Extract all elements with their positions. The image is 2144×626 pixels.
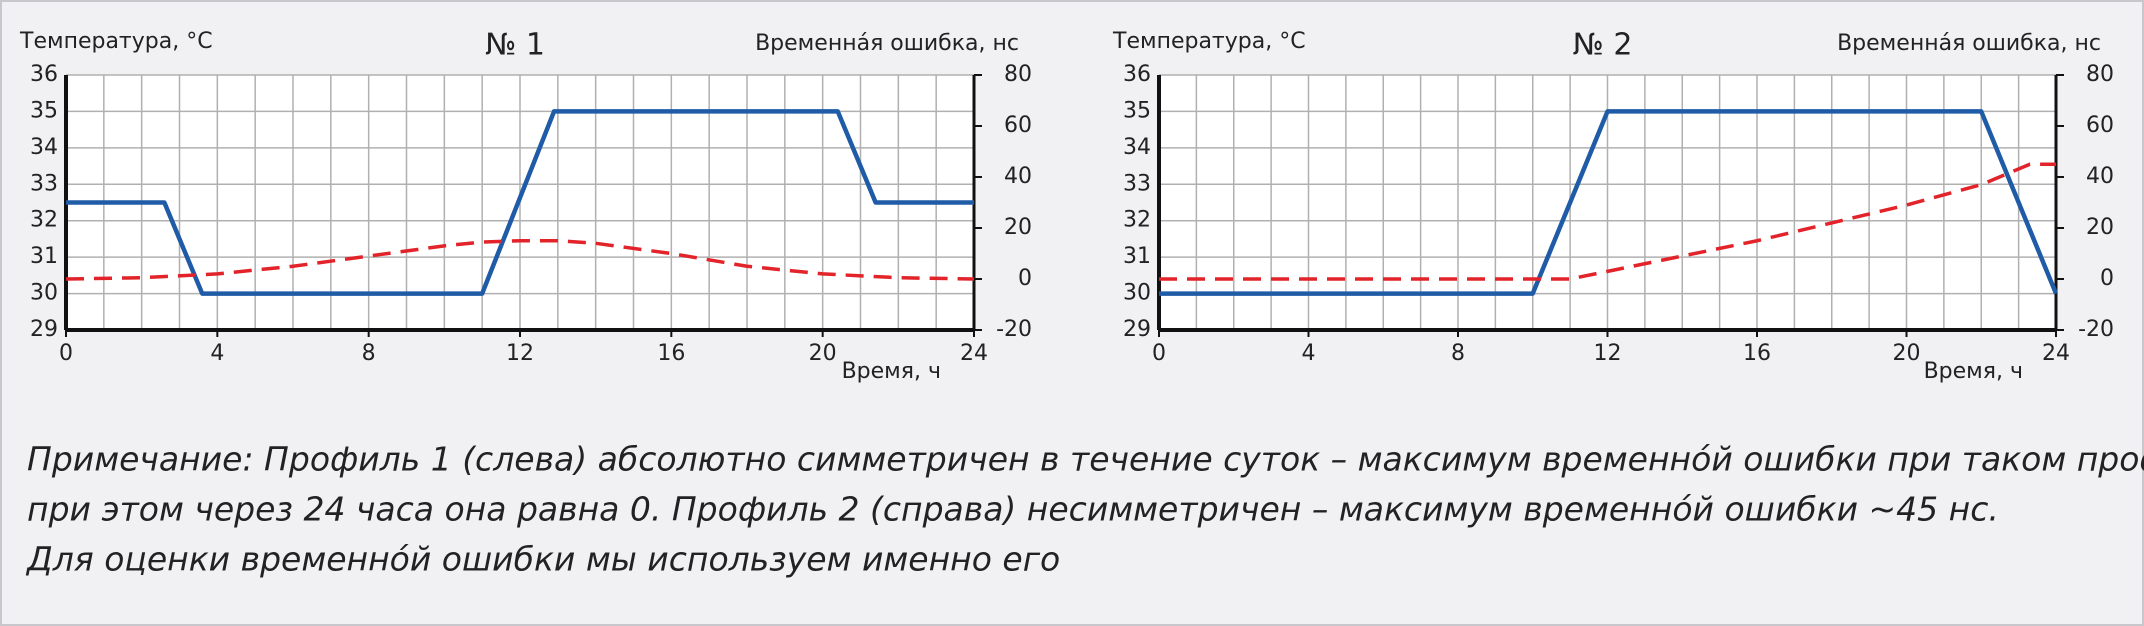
y-axis-label: Температура, °C (1112, 29, 1306, 54)
x-tick-label: 4 (1302, 341, 1316, 366)
y2-tick-label: 80 (2086, 62, 2114, 87)
y-tick-label: 31 (30, 244, 58, 269)
data-line (1159, 162, 2056, 281)
x-tick-label: 24 (960, 341, 988, 366)
x-tick-label: 16 (1743, 341, 1771, 366)
y-tick-label: 29 (30, 317, 58, 342)
x-tick-label: 12 (1594, 341, 1622, 366)
y2-tick-label: 60 (2086, 113, 2114, 138)
y-tick-label: 35 (1123, 98, 1151, 123)
y2-tick-label: 20 (1004, 215, 1032, 240)
x-tick-label: 20 (1893, 341, 1921, 366)
y2-tick-label: 0 (1018, 266, 1032, 291)
chart-title: № 2 (1573, 28, 1633, 63)
x-axis-label: Время, ч (842, 359, 941, 384)
y2-tick-label: 20 (2086, 215, 2114, 240)
x-tick-label: 8 (362, 341, 376, 366)
x-axis-label: Время, ч (1924, 359, 2023, 384)
y2-tick-label: 0 (2100, 266, 2114, 291)
y2-axis-label: Временна́я ошибка, нс (755, 31, 1019, 56)
y-tick-label: 36 (30, 62, 58, 87)
y-tick-label: 32 (1123, 208, 1151, 233)
y2-tick-label: -20 (996, 317, 1032, 342)
y-tick-label: 32 (30, 208, 58, 233)
y-tick-label: 30 (30, 281, 58, 306)
x-tick-label: 12 (506, 341, 534, 366)
note-line: Примечание: Профиль 1 (слева) абсолютно … (27, 440, 2144, 479)
note-line: Для оценки временно́й ошибки мы использу… (25, 540, 1060, 579)
y-tick-label: 34 (30, 135, 58, 160)
x-tick-label: 16 (657, 341, 685, 366)
y2-tick-label: 60 (1004, 113, 1032, 138)
data-line (65, 239, 975, 281)
chart-title: № 1 (485, 28, 545, 63)
data-line (1159, 109, 2059, 296)
y-tick-label: 31 (1123, 244, 1151, 269)
y2-tick-label: 40 (1004, 164, 1032, 189)
y-tick-label: 33 (30, 171, 58, 196)
x-tick-label: 0 (1152, 341, 1166, 366)
x-tick-label: 24 (2042, 341, 2070, 366)
x-tick-label: 4 (210, 341, 224, 366)
x-tick-label: 0 (59, 341, 73, 366)
y-tick-label: 33 (1123, 171, 1151, 196)
x-tick-label: 20 (809, 341, 837, 366)
y-tick-label: 36 (1123, 62, 1151, 87)
y-tick-label: 34 (1123, 135, 1151, 160)
y2-axis-label: Временна́я ошибка, нс (1837, 31, 2101, 56)
note-line: при этом через 24 часа она равна 0. Проф… (27, 490, 1999, 529)
y-tick-label: 30 (1123, 281, 1151, 306)
y-tick-label: 29 (1123, 317, 1151, 342)
y2-tick-label: 40 (2086, 164, 2114, 189)
y2-tick-label: -20 (2078, 317, 2114, 342)
x-tick-label: 8 (1451, 341, 1465, 366)
y-axis-label: Температура, °C (19, 29, 213, 54)
data-line (66, 109, 974, 296)
y-tick-label: 35 (30, 98, 58, 123)
y2-tick-label: 80 (1004, 62, 1032, 87)
